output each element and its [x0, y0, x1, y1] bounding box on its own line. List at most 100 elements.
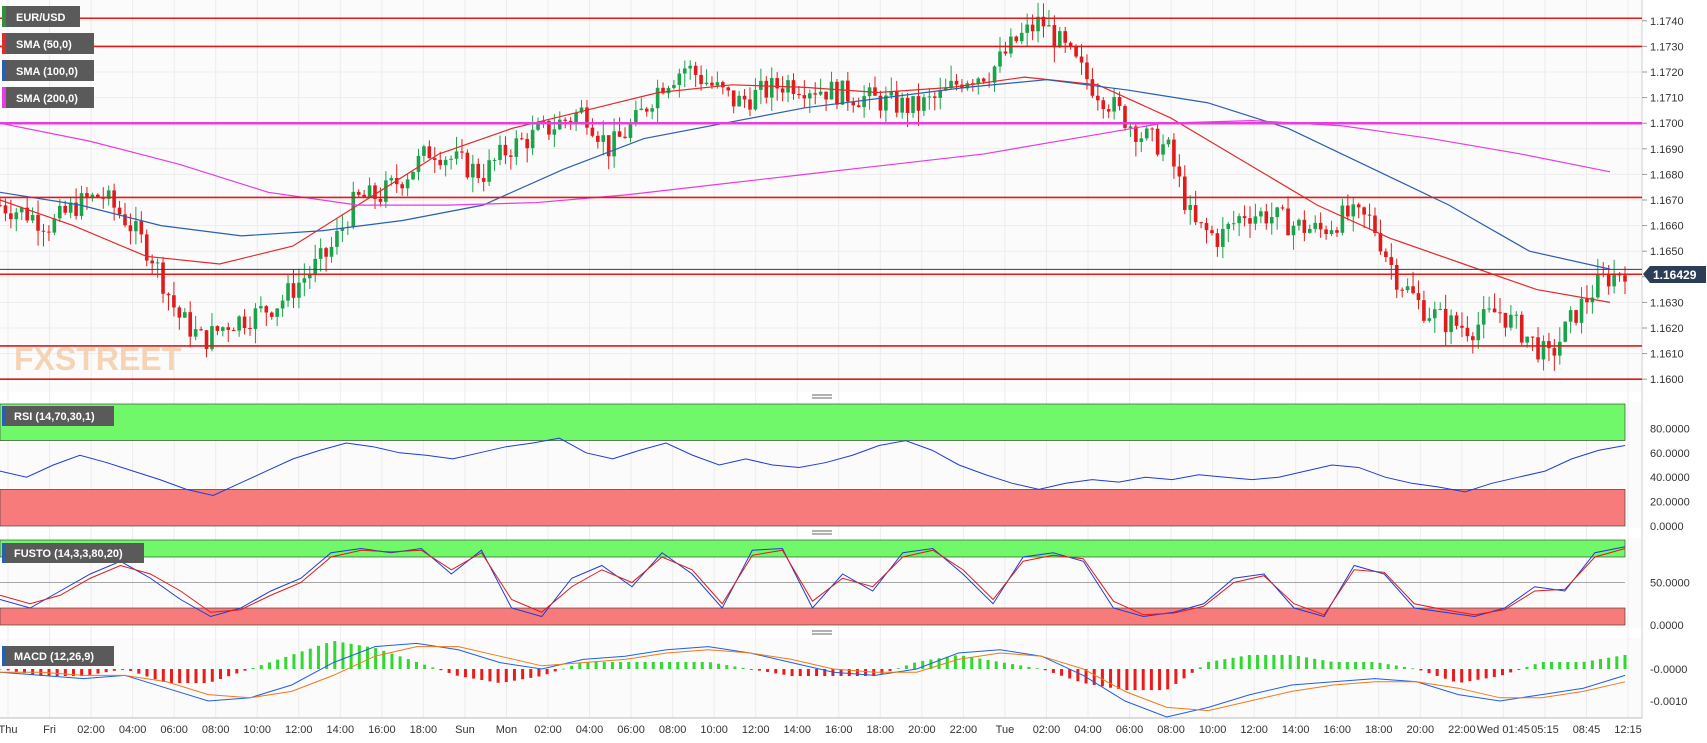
- macd-histogram-bar: [1452, 669, 1456, 682]
- candle-body: [509, 155, 513, 157]
- candle-body: [117, 207, 122, 215]
- candle-body: [427, 146, 432, 159]
- macd-histogram-bar: [1190, 669, 1194, 673]
- macd-histogram-bar: [63, 669, 67, 677]
- candle-body: [19, 207, 24, 213]
- macd-histogram-bar: [1198, 667, 1202, 669]
- macd-histogram-bar: [970, 657, 974, 669]
- candle-body: [547, 120, 551, 135]
- candle-body: [1432, 309, 1437, 319]
- macd-histogram-bar: [896, 668, 900, 669]
- main-y-tick-label: 1.1670: [1650, 195, 1684, 207]
- fusto-upper-zone: [0, 539, 1626, 558]
- candle-body: [253, 308, 258, 329]
- candle-body: [699, 74, 703, 85]
- macd-histogram-bar: [169, 669, 173, 684]
- macd-histogram-bar: [292, 654, 296, 669]
- macd-histogram-bar: [120, 669, 124, 670]
- macd-histogram-bar: [986, 659, 990, 669]
- legend-swatch: [2, 33, 6, 54]
- candle-body: [1221, 228, 1225, 247]
- candle-body: [443, 159, 448, 166]
- macd-histogram-bar: [1607, 657, 1611, 669]
- legend-tag-bg: [2, 60, 94, 81]
- macd-histogram-bar: [610, 661, 614, 669]
- main-y-tick-label: 1.1740: [1650, 16, 1684, 28]
- candle-body: [1302, 219, 1307, 233]
- macd-histogram-bar: [145, 669, 149, 677]
- fusto-lower-zone: [0, 607, 1626, 626]
- candle-body: [1117, 97, 1122, 107]
- candle-body: [650, 108, 654, 112]
- x-tick-label: 20:00: [908, 724, 936, 736]
- macd-histogram-bar: [80, 669, 84, 677]
- candle-body: [155, 262, 160, 264]
- candle-body: [324, 248, 328, 257]
- macd-histogram-bar: [406, 659, 410, 669]
- candle-body: [1340, 205, 1345, 233]
- macd-histogram-bar: [798, 669, 802, 677]
- candle-body: [318, 248, 323, 259]
- candle-body: [112, 190, 116, 208]
- macd-histogram-bar: [390, 653, 394, 669]
- candle-body: [1019, 32, 1024, 42]
- candle-body: [1460, 325, 1464, 328]
- candle-body: [672, 85, 676, 89]
- candle-body: [894, 91, 899, 113]
- macd-histogram-bar: [1345, 661, 1349, 669]
- x-tick-label: 12:00: [742, 724, 770, 736]
- rsi-title-tag[interactable]: RSI (14,70,30,1): [2, 406, 114, 426]
- candle-body: [172, 295, 176, 308]
- candle-body: [1525, 336, 1529, 343]
- macd-histogram-bar: [341, 642, 345, 669]
- x-tick-label: Mon: [496, 724, 517, 736]
- x-tick-label: 10:00: [243, 724, 271, 736]
- macd-histogram-bar: [1550, 661, 1554, 669]
- candle-body: [1264, 211, 1269, 224]
- resize-handle-fusto[interactable]: [812, 530, 832, 535]
- rsi-y-tick-label: 0.0000: [1650, 521, 1684, 533]
- candle-body: [932, 96, 937, 98]
- macd-histogram-bar: [1035, 668, 1039, 670]
- macd-histogram-bar: [1296, 656, 1300, 669]
- candle-body: [1351, 204, 1356, 217]
- macd-histogram-bar: [1370, 661, 1374, 669]
- macd-histogram-bar: [414, 661, 418, 669]
- x-tick-label: 04:00: [119, 724, 147, 736]
- macd-histogram-bar: [1141, 669, 1145, 691]
- macd-histogram-bar: [1092, 669, 1096, 685]
- macd-histogram-bar: [1443, 669, 1447, 679]
- candle-body: [1378, 232, 1383, 252]
- candle-body: [231, 329, 236, 331]
- x-tick-label: 14:00: [327, 724, 355, 736]
- macd-histogram-bar: [782, 669, 786, 675]
- macd-histogram-bar: [488, 669, 492, 682]
- main-y-tick-label: 1.1710: [1650, 93, 1684, 105]
- legend-label: SMA (100,0): [16, 66, 78, 78]
- resize-handle-macd[interactable]: [812, 630, 832, 635]
- macd-histogram-bar: [864, 669, 868, 677]
- macd-histogram-bar: [774, 669, 778, 674]
- macd-title: MACD (12,26,9): [14, 651, 94, 663]
- candle-body: [340, 227, 345, 231]
- resize-handle-rsi[interactable]: [812, 394, 832, 399]
- candle-body: [981, 78, 986, 82]
- macd-histogram-bar: [178, 669, 182, 684]
- x-tick-label: 08:00: [1157, 724, 1185, 736]
- macd-histogram-bar: [276, 659, 280, 669]
- candle-body: [1411, 286, 1415, 294]
- candle-body: [1612, 273, 1616, 287]
- candle-body: [1269, 217, 1274, 224]
- x-tick-label: 16:00: [368, 724, 396, 736]
- candle-body: [737, 95, 741, 107]
- macd-histogram-bar: [1582, 661, 1586, 669]
- macd-histogram-bar: [668, 661, 672, 669]
- candle-body: [617, 131, 622, 137]
- macd-histogram-bar: [316, 645, 320, 669]
- candle-body: [519, 138, 524, 140]
- legend-swatch: [2, 87, 6, 108]
- candle-body: [1427, 318, 1432, 321]
- fusto-title-tag[interactable]: FUSTO (14,3,3,80,20): [2, 543, 144, 563]
- macd-title-tag[interactable]: MACD (12,26,9): [2, 646, 114, 666]
- macd-histogram-bar: [431, 667, 435, 669]
